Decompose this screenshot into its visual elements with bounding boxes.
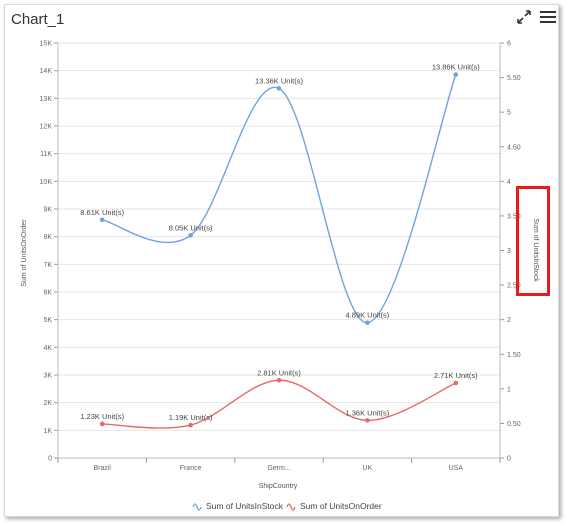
axes: 0 1K 2K 3K 4K 5K 6K 7K 8K 9K 10K 11K 12K 13K 14K 15K 0 0.…	[40, 41, 521, 473]
data-label: 8.05K Unit(s)	[169, 223, 213, 232]
legend-label: Sum of UnitsInStock	[206, 501, 284, 511]
y-tick-label: 9K	[43, 207, 52, 214]
data-label: 2.81K Unit(s)	[257, 368, 301, 377]
y-tick-label: 6K	[43, 290, 52, 297]
y2-tick-label: 4.50	[507, 144, 521, 151]
data-point[interactable]	[99, 217, 105, 223]
legend-line-icon	[286, 503, 296, 511]
data-label: 4.89K Unit(s)	[346, 311, 390, 320]
data-point[interactable]	[188, 232, 193, 238]
hamburger-menu-icon[interactable]	[540, 9, 556, 25]
y-tick-label: 2K	[43, 400, 52, 407]
y-tick-label: 10K	[40, 179, 53, 186]
y-tick-label: 7K	[43, 262, 52, 269]
data-label: 1.36K Unit(s)	[346, 408, 390, 417]
x-tick-label: UK	[363, 465, 373, 472]
data-label: 2.71K Unit(s)	[434, 371, 478, 380]
y2-tick-label: 6	[507, 41, 511, 48]
chart-toolbar	[516, 9, 556, 25]
data-point[interactable]	[453, 380, 459, 386]
y2-tick-label: 3	[507, 248, 511, 255]
y2-tick-label: 0	[507, 456, 511, 463]
data-label: 13.86K Unit(s)	[432, 63, 480, 72]
y2-tick-label: 0.50	[507, 421, 521, 428]
y-axis-title: Sum of UnitsOnOrder	[21, 219, 28, 287]
data-point[interactable]	[365, 320, 370, 326]
y2-tick-label: 2	[507, 317, 511, 324]
legend-item-units-in-stock[interactable]: Sum of UnitsInStock	[192, 501, 284, 511]
y-tick-label: 12K	[40, 124, 53, 131]
y2-axis-title: Sum of UnitsInStock	[532, 218, 539, 282]
chart-title: Chart_1	[11, 11, 65, 28]
y-tick-label: 15K	[40, 41, 53, 48]
y-tick-label: 13K	[40, 96, 53, 103]
expand-arrows-icon[interactable]	[516, 9, 532, 25]
data-label: 1.19K Unit(s)	[169, 413, 213, 422]
x-tick-label: Germ...	[267, 465, 290, 472]
data-label: 8.61K Unit(s)	[80, 208, 124, 217]
legend-line-icon	[192, 503, 202, 511]
y-tick-label: 11K	[40, 151, 52, 158]
data-point[interactable]	[188, 422, 193, 428]
y-tick-label: 1K	[43, 428, 52, 435]
y2-tick-label: 2.50	[507, 283, 521, 290]
y2-tick-label: 1	[507, 386, 511, 393]
y-tick-label: 3K	[43, 373, 52, 380]
y-tick-label: 8K	[43, 234, 52, 241]
series-line-units-on-order	[102, 379, 457, 429]
legend: Sum of UnitsInStock Sum of UnitsOnOrder	[192, 501, 382, 511]
data-point[interactable]	[453, 72, 459, 77]
x-tick-label: USA	[449, 465, 464, 472]
data-labels: 8.61K Unit(s) 8.05K Unit(s) 13.36K Unit(s)…	[80, 63, 480, 423]
data-label: 1.23K Unit(s)	[80, 412, 124, 421]
data-label: 13.36K Unit(s)	[255, 76, 303, 85]
y2-tick-label: 3.50	[507, 213, 521, 220]
y2-tick-label: 4	[507, 179, 511, 186]
series-lines	[99, 72, 459, 429]
series-line-units-in-stock	[102, 74, 457, 324]
y2-tick-label: 5	[507, 110, 511, 117]
data-point[interactable]	[276, 86, 282, 91]
data-point[interactable]	[365, 418, 370, 423]
y2-tick-label: 1.50	[507, 352, 521, 359]
legend-item-units-on-order[interactable]: Sum of UnitsOnOrder	[286, 501, 382, 511]
y-tick-label: 0	[48, 456, 52, 463]
x-axis-title: ShipCountry	[259, 483, 298, 490]
x-tick-label: France	[180, 465, 202, 472]
y-tick-label: 5K	[43, 317, 52, 324]
y-tick-label: 4K	[43, 345, 52, 352]
data-point[interactable]	[99, 421, 105, 427]
x-tick-label: Brazil	[93, 465, 111, 472]
legend-label: Sum of UnitsOnOrder	[300, 501, 382, 511]
data-point[interactable]	[276, 377, 282, 383]
y2-tick-label: 5.50	[507, 75, 521, 82]
y-tick-label: 14K	[40, 68, 53, 75]
